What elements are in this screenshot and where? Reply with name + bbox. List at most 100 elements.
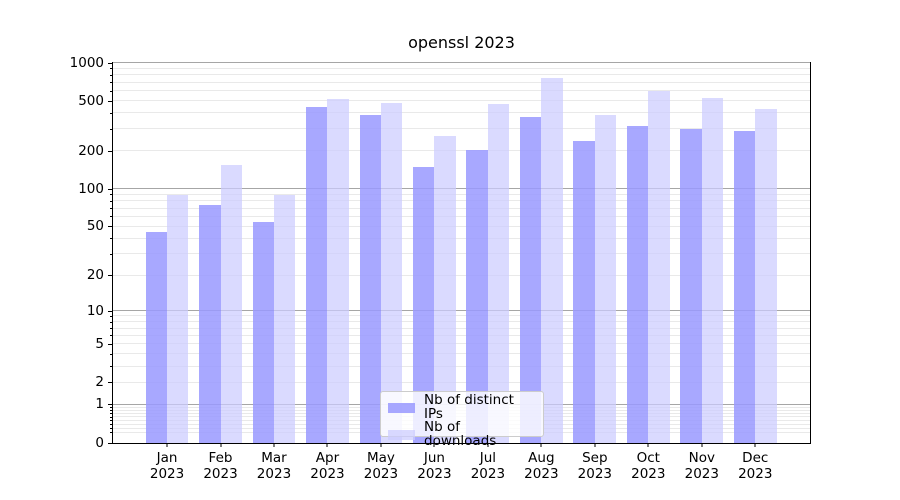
bar-distinct-ips-aug: [519, 116, 542, 443]
x-tick-year: 2023: [470, 465, 506, 482]
legend-label-downloads: Nb of downloads: [424, 419, 497, 449]
x-tick-month: Nov: [688, 450, 715, 466]
gridline-minor: [113, 90, 810, 92]
y-minor-tick: [110, 112, 113, 114]
y-tick-label: 50: [86, 217, 104, 234]
y-minor-tick: [110, 238, 113, 240]
bar-downloads-jan: [167, 194, 189, 443]
y-minor-tick: [110, 407, 113, 409]
legend: Nb of distinct IPs Nb of downloads: [380, 391, 544, 447]
x-tick-month: Jun: [423, 450, 445, 466]
x-tick: [273, 443, 275, 447]
bar-distinct-ips-jul: [466, 149, 488, 443]
bar-distinct-ips-feb: [199, 204, 221, 443]
bar-downloads-jun: [434, 135, 456, 443]
x-tick: [326, 443, 328, 447]
y-minor-tick: [110, 420, 113, 422]
legend-label-distinct-ips: Nb of distinct IPs: [424, 392, 514, 422]
x-tick-month: Sep: [582, 450, 608, 466]
bar-downloads-jul: [487, 104, 510, 443]
y-tick-label: 1000: [69, 54, 104, 71]
x-tick-year: 2023: [684, 465, 719, 482]
x-tick-label-dec: Dec 2023: [738, 450, 772, 483]
x-tick-label-jul: Jul 2023: [470, 450, 506, 483]
bar-distinct-ips-may: [359, 114, 381, 443]
y-tick-label: 200: [78, 142, 104, 159]
gridline-major: [113, 62, 810, 63]
y-tick-label: 20: [86, 266, 104, 283]
y-minor-tick: [110, 315, 113, 317]
gridline-minor: [113, 74, 810, 76]
bar-distinct-ips-jan: [145, 232, 168, 443]
bar-distinct-ips-apr: [306, 107, 328, 443]
x-tick-label-sep: Sep 2023: [577, 450, 613, 483]
bar-downloads-mar: [273, 194, 296, 443]
y-minor-tick: [110, 90, 113, 92]
y-minor-tick: [110, 200, 113, 202]
bar-downloads-feb: [220, 165, 242, 443]
y-tick: [108, 442, 113, 444]
y-tick-label: 0: [95, 434, 104, 451]
y-minor-tick: [110, 253, 113, 255]
y-tick-label: 100: [78, 180, 104, 197]
x-tick-month: Jul: [479, 450, 497, 466]
gridline-minor: [113, 67, 810, 69]
gridline-minor: [113, 81, 810, 83]
y-minor-tick: [110, 424, 113, 425]
x-tick-year: 2023: [310, 465, 345, 482]
y-tick-label: 1: [95, 396, 104, 413]
x-tick-year: 2023: [631, 465, 666, 482]
y-minor-tick: [110, 353, 113, 355]
x-tick-label-aug: Aug 2023: [524, 450, 559, 483]
x-tick-year: 2023: [577, 465, 613, 482]
y-tick: [108, 100, 113, 102]
y-tick: [108, 188, 113, 190]
y-minor-tick: [110, 321, 113, 323]
x-tick-label-apr: Apr 2023: [310, 450, 345, 483]
x-tick-month: Mar: [261, 450, 287, 466]
y-minor-tick: [110, 432, 113, 434]
y-minor-tick: [110, 74, 113, 76]
x-tick: [380, 443, 382, 447]
y-tick: [108, 150, 113, 152]
y-tick: [108, 226, 113, 228]
legend-item-distinct-ips: Nb of distinct IPs: [388, 392, 536, 422]
y-minor-tick: [110, 82, 113, 84]
y-tick: [108, 310, 113, 312]
y-tick-label: 500: [78, 92, 104, 109]
legend-swatch-distinct-ips: [388, 402, 415, 413]
x-tick: [433, 443, 435, 447]
chart-title: openssl 2023: [408, 33, 515, 52]
x-tick-month: Dec: [742, 450, 769, 466]
x-tick-month: Apr: [315, 450, 340, 466]
x-tick: [166, 443, 168, 447]
bar-downloads-dec: [755, 109, 777, 443]
y-tick: [108, 382, 113, 384]
x-tick-month: Feb: [208, 450, 233, 466]
x-tick-label-feb: Feb 2023: [203, 450, 237, 483]
bar-distinct-ips-mar: [252, 221, 274, 443]
y-minor-tick: [110, 194, 113, 196]
x-tick-month: Aug: [528, 450, 555, 466]
x-tick-label-may: May 2023: [363, 450, 399, 483]
y-minor-tick: [110, 413, 113, 415]
y-minor-tick: [110, 428, 113, 430]
x-tick-year: 2023: [524, 465, 559, 482]
y-minor-tick: [110, 216, 113, 218]
bar-downloads-sep: [594, 115, 617, 443]
x-tick-year: 2023: [149, 465, 185, 482]
x-tick-year: 2023: [363, 465, 399, 482]
x-tick: [754, 443, 756, 447]
bar-distinct-ips-jun: [413, 167, 435, 443]
y-tick: [108, 404, 113, 406]
x-tick: [487, 443, 489, 447]
y-minor-tick: [110, 68, 113, 70]
x-tick: [540, 443, 542, 447]
y-tick-label: 10: [86, 302, 104, 319]
bar-distinct-ips-dec: [733, 130, 756, 443]
x-tick-month: Jan: [156, 450, 178, 466]
x-tick-month: Oct: [636, 450, 660, 466]
bar-distinct-ips-oct: [626, 126, 649, 443]
y-tick-label: 2: [95, 373, 104, 390]
y-minor-tick: [110, 208, 113, 210]
